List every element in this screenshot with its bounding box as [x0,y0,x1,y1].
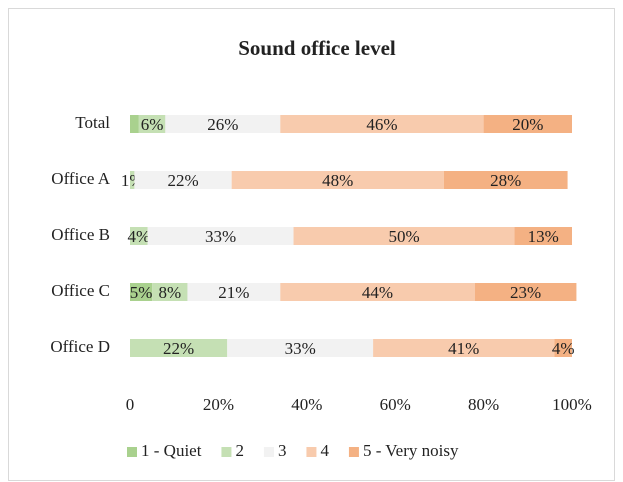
bar-segment [165,115,281,133]
legend-label: 4 [320,441,329,460]
legend-swatch [348,447,359,457]
bar-segment [373,339,555,357]
data-label: 33% [285,339,316,358]
x-tick-label: 40% [291,395,322,414]
bar-segment [474,283,577,301]
x-tick-label: 20% [203,395,234,414]
legend-label: 3 [278,441,287,460]
data-label: 4% [552,339,575,358]
bar-segment [130,283,153,301]
bar-segment [130,227,148,245]
data-label: 8% [158,283,181,302]
chart-title: Sound office level [238,36,396,60]
bar-segment [293,227,515,245]
bar-segment [443,171,568,189]
bar-segment [554,339,572,357]
y-tick-label: Office D [50,337,110,356]
bar-segment [187,283,281,301]
bar-segment [483,115,572,133]
bar-segment [130,115,139,133]
data-label: 44% [362,283,393,302]
data-label: 41% [448,339,479,358]
legend-swatch [263,447,274,457]
y-tick-label: Office A [51,169,110,188]
data-label: 4% [128,227,151,246]
x-tick-label: 60% [380,395,411,414]
data-label: 50% [388,227,419,246]
data-label: 20% [512,115,543,134]
y-tick-label: Office C [51,281,110,300]
legend-swatch [221,447,232,457]
y-tick-label: Total [75,113,110,132]
bar-segment [147,227,294,245]
data-label: 21% [218,283,249,302]
legend-label: 2 [235,441,244,460]
legend-label: 1 - Quiet [141,441,202,460]
bar-segment [227,339,374,357]
data-label: 6% [141,115,164,134]
x-tick-label: 0 [126,395,135,414]
bar-segment [280,283,475,301]
x-tick-label: 100% [552,395,592,414]
legend-swatch [127,447,137,457]
data-label: 13% [528,227,559,246]
bar-segment [514,227,572,245]
bar-segment [231,171,444,189]
bar-segment [130,339,228,357]
data-label: 48% [322,171,353,190]
bar-segment [280,115,484,133]
legend-label: 5 - Very noisy [363,441,459,460]
bar-segment [134,171,232,189]
legend-swatch [306,447,317,457]
data-label: 5% [130,283,153,302]
data-label: 28% [490,171,521,190]
bar-segment [138,115,166,133]
data-label: 22% [167,171,198,190]
data-label: 23% [510,283,541,302]
data-label: 33% [205,227,236,246]
bar-segment [152,283,188,301]
data-label: 26% [207,115,238,134]
data-label: 22% [163,339,194,358]
bar-segment [130,171,135,189]
data-label: 46% [366,115,397,134]
x-tick-label: 80% [468,395,499,414]
y-tick-label: Office B [51,225,110,244]
